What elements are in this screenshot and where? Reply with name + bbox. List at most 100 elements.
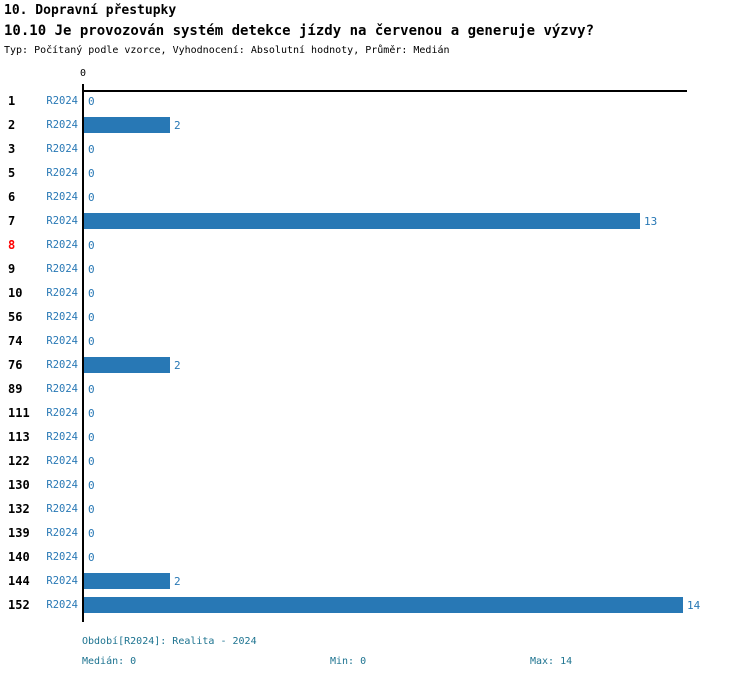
row-series-label: R2024 bbox=[46, 551, 78, 563]
row-series-label: R2024 bbox=[46, 191, 78, 203]
row-series-label: R2024 bbox=[46, 527, 78, 539]
chart-row: 6 R2024 0 bbox=[0, 185, 750, 209]
row-series-label: R2024 bbox=[46, 215, 78, 227]
bar-value-label: 0 bbox=[88, 502, 95, 516]
bar-area: 2 bbox=[84, 353, 181, 377]
row-series-label: R2024 bbox=[46, 431, 78, 443]
bar-value-label: 0 bbox=[88, 286, 95, 300]
row-category-label: 132 bbox=[8, 502, 30, 516]
chart-row: 9 R2024 0 bbox=[0, 257, 750, 281]
row-series-label: R2024 bbox=[46, 455, 78, 467]
bar-value-label: 0 bbox=[88, 262, 95, 276]
row-series-label: R2024 bbox=[46, 167, 78, 179]
bar-value-label: 0 bbox=[88, 526, 95, 540]
chart-row: 139 R2024 0 bbox=[0, 521, 750, 545]
median-label: Medián: 0 bbox=[82, 656, 137, 667]
row-series-label: R2024 bbox=[46, 479, 78, 491]
bar-area: 0 bbox=[84, 377, 95, 401]
bar-area: 0 bbox=[84, 89, 95, 113]
period-label: Období[R2024]: Realita - 2024 bbox=[82, 636, 257, 647]
page-title: 10. Dopravní přestupky bbox=[4, 3, 177, 18]
chart-row: 76 R2024 2 bbox=[0, 353, 750, 377]
row-series-label: R2024 bbox=[46, 335, 78, 347]
bar-area: 0 bbox=[84, 185, 95, 209]
row-category-label: 1 bbox=[8, 94, 16, 108]
bar-area: 0 bbox=[84, 305, 95, 329]
bar bbox=[84, 597, 683, 613]
row-category-label: 89 bbox=[8, 382, 23, 396]
chart-row: 132 R2024 0 bbox=[0, 497, 750, 521]
x-axis-line bbox=[82, 90, 687, 92]
bar-value-label: 2 bbox=[174, 574, 181, 588]
chart-row: 1 R2024 0 bbox=[0, 89, 750, 113]
max-label: Max: 14 bbox=[530, 656, 573, 667]
row-category-label: 140 bbox=[8, 550, 30, 564]
row-series-label: R2024 bbox=[46, 503, 78, 515]
bar-value-label: 2 bbox=[174, 358, 181, 372]
bar-value-label: 0 bbox=[88, 238, 95, 252]
chart-row: 140 R2024 0 bbox=[0, 545, 750, 569]
row-category-label: 5 bbox=[8, 166, 16, 180]
bar-area: 2 bbox=[84, 569, 181, 593]
x-axis-tick-label: 0 bbox=[79, 68, 87, 79]
bar-value-label: 0 bbox=[88, 406, 95, 420]
chart-row: 8 R2024 0 bbox=[0, 233, 750, 257]
row-category-label: 152 bbox=[8, 598, 30, 612]
question-subtitle: 10.10 Je provozován systém detekce jízdy… bbox=[4, 23, 595, 39]
bar-value-label: 0 bbox=[88, 310, 95, 324]
bar-area: 14 bbox=[84, 593, 700, 617]
chart-row: 3 R2024 0 bbox=[0, 137, 750, 161]
min-label: Min: 0 bbox=[330, 656, 367, 667]
chart-row: 74 R2024 0 bbox=[0, 329, 750, 353]
bar-area: 0 bbox=[84, 329, 95, 353]
chart-row: 113 R2024 0 bbox=[0, 425, 750, 449]
bar-area: 0 bbox=[84, 161, 95, 185]
chart-row: 152 R2024 14 bbox=[0, 593, 750, 617]
bar-area: 2 bbox=[84, 113, 181, 137]
row-category-label: 6 bbox=[8, 190, 16, 204]
bar-value-label: 0 bbox=[88, 334, 95, 348]
row-category-label: 3 bbox=[8, 142, 16, 156]
bar bbox=[84, 213, 640, 229]
chart-row: 89 R2024 0 bbox=[0, 377, 750, 401]
row-category-label: 122 bbox=[8, 454, 30, 468]
y-axis-line bbox=[82, 84, 84, 622]
chart-row: 7 R2024 13 bbox=[0, 209, 750, 233]
row-series-label: R2024 bbox=[46, 239, 78, 251]
chart-row: 2 R2024 2 bbox=[0, 113, 750, 137]
bar-area: 0 bbox=[84, 545, 95, 569]
bar-area: 0 bbox=[84, 281, 95, 305]
row-series-label: R2024 bbox=[46, 95, 78, 107]
row-category-label: 144 bbox=[8, 574, 30, 588]
bar-value-label: 0 bbox=[88, 430, 95, 444]
bar-value-label: 0 bbox=[88, 478, 95, 492]
row-category-label: 113 bbox=[8, 430, 30, 444]
row-series-label: R2024 bbox=[46, 143, 78, 155]
bar bbox=[84, 117, 170, 133]
bar-value-label: 13 bbox=[644, 214, 658, 228]
bar-area: 0 bbox=[84, 137, 95, 161]
bar-value-label: 0 bbox=[88, 190, 95, 204]
meta-line: Typ: Počítaný podle vzorce, Vyhodnocení:… bbox=[4, 45, 450, 56]
row-category-label: 76 bbox=[8, 358, 23, 372]
row-category-label: 9 bbox=[8, 262, 16, 276]
row-category-label: 8 bbox=[8, 238, 16, 252]
bar-area: 0 bbox=[84, 521, 95, 545]
row-category-label: 2 bbox=[8, 118, 16, 132]
bar bbox=[84, 357, 170, 373]
chart-row: 130 R2024 0 bbox=[0, 473, 750, 497]
row-category-label: 74 bbox=[8, 334, 23, 348]
chart-row: 144 R2024 2 bbox=[0, 569, 750, 593]
bar-value-label: 14 bbox=[687, 598, 701, 612]
row-series-label: R2024 bbox=[46, 287, 78, 299]
bar-value-label: 0 bbox=[88, 94, 95, 108]
row-category-label: 10 bbox=[8, 286, 23, 300]
row-series-label: R2024 bbox=[46, 119, 78, 131]
bar bbox=[84, 573, 170, 589]
bar-area: 0 bbox=[84, 497, 95, 521]
row-series-label: R2024 bbox=[46, 263, 78, 275]
row-category-label: 111 bbox=[8, 406, 30, 420]
chart-row: 10 R2024 0 bbox=[0, 281, 750, 305]
bar-area: 0 bbox=[84, 401, 95, 425]
